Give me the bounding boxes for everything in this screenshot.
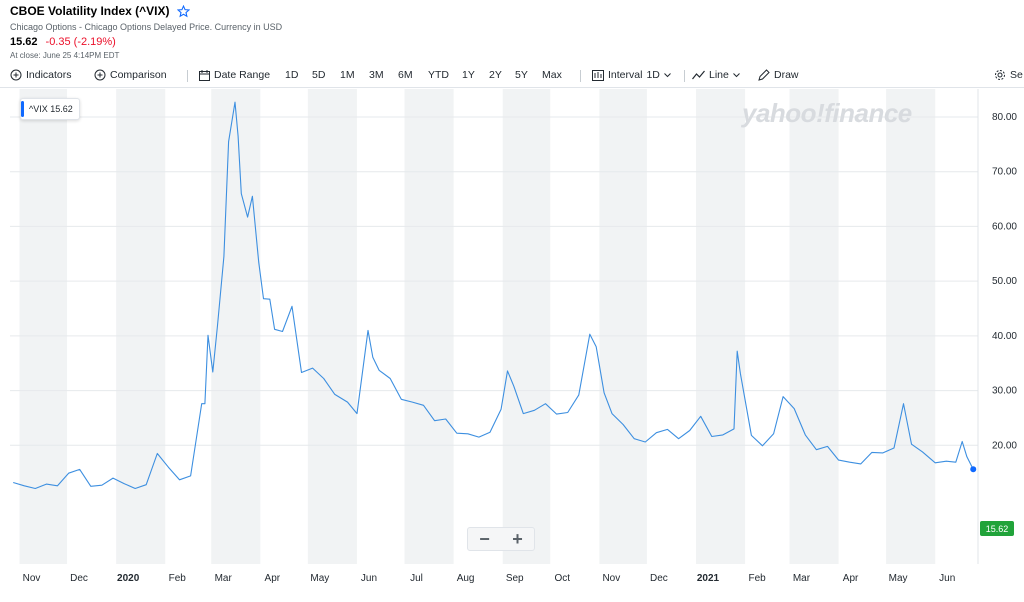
- month-band: [599, 89, 647, 564]
- x-tick-label: 2020: [117, 573, 140, 584]
- interval-button[interactable]: Interval 1D: [592, 69, 671, 81]
- last-value-label: 15.62: [980, 521, 1014, 536]
- range-3m[interactable]: 3M: [369, 69, 384, 81]
- x-tick-label: Nov: [602, 573, 620, 584]
- quote-header: CBOE Volatility Index (^VIX) Chicago Opt…: [10, 4, 610, 60]
- x-tick-label: Apr: [265, 573, 281, 584]
- date-range-label: Date Range: [214, 69, 271, 81]
- star-icon[interactable]: [177, 4, 191, 18]
- pencil-icon: [758, 69, 770, 81]
- x-tick-label: Mar: [793, 573, 811, 584]
- indicators-button[interactable]: Indicators: [10, 69, 72, 81]
- x-tick-label: Mar: [215, 573, 233, 584]
- settings-button[interactable]: Se: [994, 69, 1023, 81]
- range-6m[interactable]: 6M: [398, 69, 413, 81]
- y-tick-label: 40.00: [992, 331, 1017, 342]
- page-title: CBOE Volatility Index (^VIX): [10, 4, 170, 18]
- draw-label: Draw: [774, 69, 799, 81]
- date-range-button[interactable]: Date Range: [199, 69, 270, 81]
- vix-line-chart[interactable]: 80.00 70.00 60.00 50.00 40.00 30.00 20.00 Nov De…: [0, 89, 1024, 602]
- interval-label: Interval: [608, 69, 643, 81]
- draw-button[interactable]: Draw: [758, 69, 799, 81]
- x-tick-label: May: [889, 573, 908, 584]
- y-tick-label: 30.00: [992, 386, 1017, 397]
- x-tick-label: Jul: [410, 573, 423, 584]
- comparison-label: Comparison: [110, 69, 167, 81]
- y-tick-label: 80.00: [992, 112, 1017, 123]
- month-band: [404, 89, 454, 564]
- gear-icon: [995, 70, 1005, 80]
- chevron-down-icon: [664, 72, 671, 77]
- x-tick-label: Dec: [70, 573, 88, 584]
- x-tick-label: Apr: [843, 573, 859, 584]
- toolbar-divider: [580, 70, 581, 82]
- settings-label: Se: [1010, 69, 1023, 81]
- y-tick-label: 20.00: [992, 440, 1017, 451]
- range-1d[interactable]: 1D: [285, 69, 299, 81]
- range-1y[interactable]: 1Y: [462, 69, 475, 81]
- month-band: [886, 89, 936, 564]
- line-type-button[interactable]: Line: [692, 69, 740, 81]
- last-point-marker: [970, 466, 977, 473]
- x-tick-label: Feb: [169, 573, 187, 584]
- plus-circle-icon: [94, 69, 106, 81]
- comparison-button[interactable]: Comparison: [94, 69, 167, 81]
- x-tick-label: 2021: [697, 573, 720, 584]
- x-tick-label: Nov: [23, 573, 41, 584]
- x-tick-label: Sep: [506, 573, 524, 584]
- x-tick-label: Dec: [650, 573, 668, 584]
- range-1m[interactable]: 1M: [340, 69, 355, 81]
- toolbar-divider: [187, 70, 188, 82]
- month-band: [307, 89, 357, 564]
- plus-circle-icon: [10, 69, 22, 81]
- y-tick-label: 50.00: [992, 276, 1017, 287]
- x-tick-label: Feb: [748, 573, 766, 584]
- x-tick-label: Jun: [939, 573, 955, 584]
- month-band: [116, 89, 166, 564]
- y-tick-label: 60.00: [992, 221, 1017, 232]
- month-band: [211, 89, 261, 564]
- range-ytd[interactable]: YTD: [428, 69, 449, 81]
- interval-value: 1D: [646, 69, 660, 81]
- chevron-down-icon: [733, 72, 740, 77]
- month-band: [789, 89, 839, 564]
- month-band: [695, 89, 746, 564]
- indicators-label: Indicators: [26, 69, 72, 81]
- line-chart-icon: [692, 70, 705, 80]
- range-max[interactable]: Max: [542, 69, 562, 81]
- x-tick-label: Oct: [554, 573, 570, 584]
- zoom-out-button[interactable]: −: [479, 528, 490, 549]
- zoom-controls: − +: [467, 527, 535, 551]
- line-type-label: Line: [709, 69, 729, 81]
- month-band: [502, 89, 551, 564]
- price-change: -0.35 (-2.19%): [45, 36, 116, 48]
- toolbar-divider: [684, 70, 685, 82]
- series-legend[interactable]: ^VIX 15.62: [20, 98, 80, 120]
- x-tick-label: Aug: [457, 573, 475, 584]
- range-5y[interactable]: 5Y: [515, 69, 528, 81]
- chart-area[interactable]: 80.00 70.00 60.00 50.00 40.00 30.00 20.00 Nov De…: [0, 89, 1024, 602]
- x-tick-label: May: [310, 573, 329, 584]
- zoom-in-button[interactable]: +: [512, 528, 523, 549]
- candlestick-icon: [592, 69, 604, 81]
- vix-series-line: [13, 101, 974, 490]
- range-2y[interactable]: 2Y: [489, 69, 502, 81]
- y-tick-label: 70.00: [992, 167, 1017, 178]
- month-band: [19, 89, 68, 564]
- quote-subtitle: Chicago Options - Chicago Options Delaye…: [10, 22, 283, 32]
- range-5d[interactable]: 5D: [312, 69, 326, 81]
- current-price: 15.62: [10, 36, 38, 48]
- legend-label: ^VIX 15.62: [29, 104, 73, 114]
- yahoo-finance-watermark: yahoo!finance: [742, 98, 912, 128]
- x-tick-label: Jun: [361, 573, 377, 584]
- calendar-icon: [199, 69, 210, 81]
- chart-toolbar: Indicators Comparison Date Range 1D 5D 1…: [0, 64, 1024, 88]
- close-time: At close: June 25 4:14PM EDT: [10, 51, 120, 60]
